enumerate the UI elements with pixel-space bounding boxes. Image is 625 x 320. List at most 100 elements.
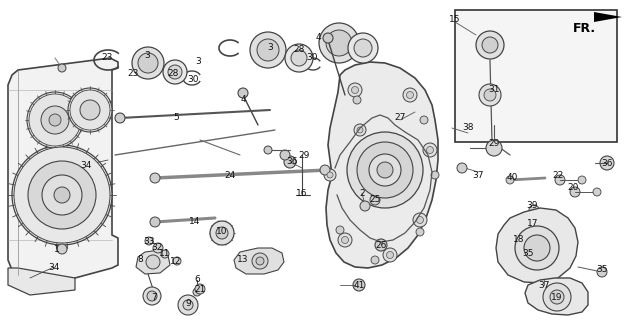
Polygon shape <box>8 268 75 295</box>
Polygon shape <box>594 12 622 22</box>
Text: 20: 20 <box>568 183 579 193</box>
Circle shape <box>252 253 268 269</box>
Circle shape <box>351 86 359 93</box>
Circle shape <box>41 106 69 134</box>
Circle shape <box>348 33 378 63</box>
Circle shape <box>12 145 112 245</box>
Circle shape <box>416 228 424 236</box>
Circle shape <box>27 92 83 148</box>
Text: 24: 24 <box>224 171 236 180</box>
Circle shape <box>146 255 160 269</box>
Circle shape <box>238 88 248 98</box>
Text: 35: 35 <box>522 249 534 258</box>
Circle shape <box>522 250 532 260</box>
Circle shape <box>147 291 157 301</box>
Text: 36: 36 <box>286 157 298 166</box>
Circle shape <box>49 114 61 126</box>
Circle shape <box>457 163 467 173</box>
Circle shape <box>406 92 414 99</box>
Circle shape <box>600 156 614 170</box>
Text: 1: 1 <box>54 244 60 253</box>
Text: 37: 37 <box>538 281 550 290</box>
Circle shape <box>54 187 70 203</box>
Circle shape <box>570 187 580 197</box>
Circle shape <box>353 96 361 104</box>
Circle shape <box>420 116 428 124</box>
Polygon shape <box>234 248 284 274</box>
Circle shape <box>145 237 153 245</box>
Circle shape <box>178 295 198 315</box>
Circle shape <box>285 44 313 72</box>
Text: 16: 16 <box>296 189 308 198</box>
Circle shape <box>168 65 182 79</box>
Text: 23: 23 <box>127 69 139 78</box>
Circle shape <box>426 147 434 154</box>
Circle shape <box>153 243 163 253</box>
Text: 28: 28 <box>168 69 179 78</box>
Circle shape <box>150 217 160 227</box>
Circle shape <box>68 88 112 132</box>
Circle shape <box>29 94 81 146</box>
Circle shape <box>264 146 272 154</box>
Text: 6: 6 <box>194 276 200 284</box>
Circle shape <box>14 147 110 243</box>
Text: 37: 37 <box>472 171 484 180</box>
Circle shape <box>479 84 501 106</box>
Text: 28: 28 <box>293 45 305 54</box>
Polygon shape <box>525 278 588 315</box>
Circle shape <box>386 252 394 259</box>
Circle shape <box>529 205 539 215</box>
Circle shape <box>555 175 565 185</box>
Circle shape <box>578 176 586 184</box>
Text: 8: 8 <box>137 255 143 265</box>
Text: 9: 9 <box>185 299 191 308</box>
Circle shape <box>416 217 424 223</box>
Text: FR.: FR. <box>573 22 596 35</box>
Circle shape <box>163 60 187 84</box>
Circle shape <box>173 257 181 265</box>
Text: 13: 13 <box>238 254 249 263</box>
Text: 36: 36 <box>601 158 612 167</box>
Circle shape <box>320 165 330 175</box>
Text: 12: 12 <box>170 257 182 266</box>
Text: 4: 4 <box>315 34 321 43</box>
Circle shape <box>383 248 397 262</box>
Text: 30: 30 <box>188 76 199 84</box>
Circle shape <box>353 279 365 291</box>
Circle shape <box>28 161 96 229</box>
Text: 19: 19 <box>551 292 562 301</box>
Circle shape <box>80 100 100 120</box>
Text: 3: 3 <box>195 58 201 67</box>
Circle shape <box>348 83 362 97</box>
Circle shape <box>341 236 349 244</box>
Text: 23: 23 <box>101 52 112 61</box>
Circle shape <box>482 37 498 53</box>
Circle shape <box>216 227 228 239</box>
Circle shape <box>369 154 401 186</box>
Text: 27: 27 <box>394 114 406 123</box>
Circle shape <box>326 30 352 56</box>
Text: 29: 29 <box>488 139 500 148</box>
Text: 4: 4 <box>240 95 246 105</box>
Circle shape <box>550 290 564 304</box>
Circle shape <box>375 239 387 251</box>
Circle shape <box>323 33 333 43</box>
Text: 2: 2 <box>359 188 365 197</box>
Circle shape <box>291 50 307 66</box>
Circle shape <box>357 142 413 198</box>
Circle shape <box>524 235 550 261</box>
Circle shape <box>324 169 336 181</box>
Circle shape <box>486 140 502 156</box>
Circle shape <box>423 143 437 157</box>
Circle shape <box>543 283 571 311</box>
Text: 3: 3 <box>267 43 273 52</box>
Text: 3: 3 <box>144 51 150 60</box>
Text: 15: 15 <box>449 14 461 23</box>
Polygon shape <box>136 250 170 274</box>
Circle shape <box>161 250 169 258</box>
Circle shape <box>413 213 427 227</box>
Circle shape <box>210 221 234 245</box>
Circle shape <box>515 226 559 270</box>
Circle shape <box>506 176 514 184</box>
Polygon shape <box>496 208 578 283</box>
